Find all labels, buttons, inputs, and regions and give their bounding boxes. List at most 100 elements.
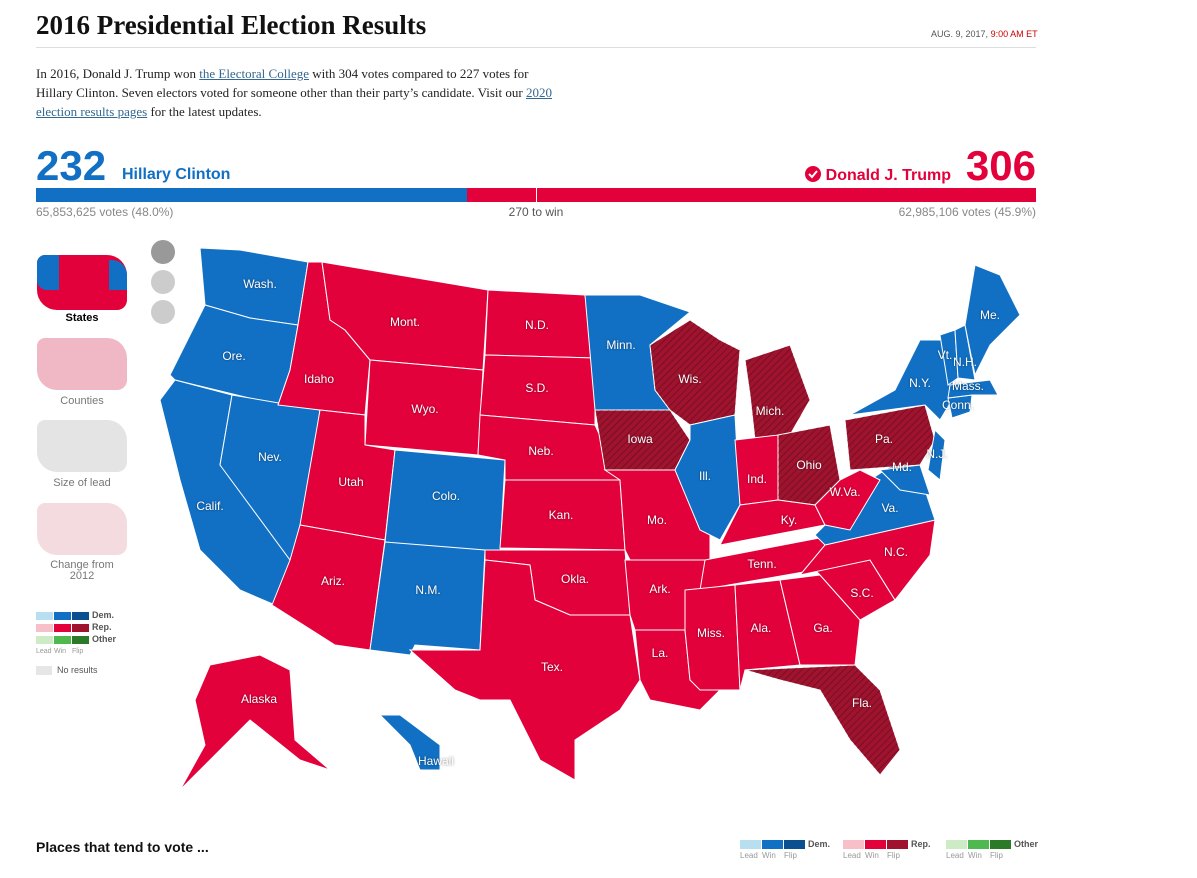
state xyxy=(674,414,741,541)
state-label: N.M. xyxy=(415,583,440,597)
rep-votes: 62,985,106 votes (45.9%) xyxy=(898,205,1036,219)
state-label: Mass. xyxy=(952,379,984,393)
swatch xyxy=(54,624,71,632)
state xyxy=(814,469,881,531)
legend-level: Lead xyxy=(740,851,758,860)
legend-level: Flip xyxy=(784,851,797,860)
dem-votes: 65,853,625 votes (48.0%) xyxy=(36,205,174,219)
legend-level: Win xyxy=(968,851,982,860)
flip-hatch xyxy=(745,665,900,775)
swatch xyxy=(990,840,1011,849)
state-label: Hawaii xyxy=(418,754,454,768)
state-label: Pa. xyxy=(875,432,893,446)
state-label: Tex. xyxy=(541,660,563,674)
state-label: Iowa xyxy=(627,432,653,446)
state xyxy=(954,324,976,381)
swatch xyxy=(36,624,53,632)
state-label: Ky. xyxy=(781,513,797,527)
state-label: Wash. xyxy=(243,277,277,291)
zoom-out[interactable] xyxy=(151,270,175,294)
state xyxy=(369,541,486,656)
state-label: Nev. xyxy=(258,450,282,464)
legend-label: Dem. xyxy=(92,610,115,620)
legend-level: Win xyxy=(54,648,67,655)
state xyxy=(734,579,801,691)
footer-heading: Places that tend to vote ... xyxy=(36,839,209,855)
legend-label: Dem. xyxy=(808,839,831,849)
flip-hatch xyxy=(745,345,810,440)
state-label: Ore. xyxy=(222,349,245,363)
state-label: Colo. xyxy=(432,489,460,503)
state-label: Minn. xyxy=(606,338,635,352)
zoom-in[interactable] xyxy=(151,240,175,264)
state xyxy=(927,428,946,481)
state xyxy=(947,379,999,399)
legend-level: Flip xyxy=(887,851,900,860)
electoral-bar xyxy=(36,188,1036,202)
dem-bar xyxy=(36,188,468,202)
threshold: 270 to win xyxy=(508,205,564,219)
view-label[interactable]: Counties xyxy=(60,395,104,407)
swatch xyxy=(887,840,908,849)
swatch xyxy=(740,840,761,849)
state-label: N.H. xyxy=(953,355,977,369)
intro-text: In 2016, Donald J. Trump won xyxy=(36,66,200,81)
legend-level: Win xyxy=(762,851,776,860)
state-label: Kan. xyxy=(549,508,574,522)
view-label[interactable]: States xyxy=(65,312,99,324)
legend-level: Lead xyxy=(843,851,861,860)
state-label: Mich. xyxy=(756,404,785,418)
state-label: Neb. xyxy=(528,444,553,458)
swatch xyxy=(72,636,89,644)
state-label: Okla. xyxy=(561,572,589,586)
thumb-lead[interactable] xyxy=(37,420,127,472)
state-label: Idaho xyxy=(304,372,334,386)
intro-text: with 304 votes compared to 227 votes for… xyxy=(36,66,529,100)
thumb-states[interactable] xyxy=(37,255,127,310)
swatch xyxy=(54,612,71,620)
state-label: N.Y. xyxy=(909,376,931,390)
view-label[interactable]: Size of lead xyxy=(53,477,111,489)
swatch xyxy=(946,840,967,849)
state-label: Tenn. xyxy=(747,557,776,571)
state-label: N.J. xyxy=(926,447,947,461)
legend-level: Lead xyxy=(36,648,52,655)
legend-label: Other xyxy=(92,634,117,644)
link[interactable]: the Electoral College xyxy=(199,66,309,81)
state-label: N.D. xyxy=(525,318,549,332)
swatch xyxy=(762,840,783,849)
state-label: La. xyxy=(652,646,669,660)
time: 9:00 AM ET xyxy=(990,29,1038,39)
state xyxy=(964,264,1021,377)
date: AUG. 9, 2017, xyxy=(931,29,989,39)
dem-name: Hillary Clinton xyxy=(122,166,231,183)
swatch xyxy=(72,612,89,620)
state-label: Ohio xyxy=(796,458,822,472)
thumb-change[interactable] xyxy=(37,503,127,555)
legend-level: Lead xyxy=(946,851,964,860)
state-label: Md. xyxy=(892,460,912,474)
view-label[interactable]: Change from 2012 xyxy=(50,559,114,582)
reset[interactable] xyxy=(151,300,175,324)
swatch xyxy=(72,624,89,632)
flip-hatch xyxy=(778,425,840,505)
legend-label: Rep. xyxy=(92,622,112,632)
state-label: N.C. xyxy=(884,545,908,559)
state-label: Mont. xyxy=(390,315,420,329)
state xyxy=(378,714,441,771)
state-label: Ark. xyxy=(649,582,670,596)
state-label: Fla. xyxy=(852,696,872,710)
state-label: Me. xyxy=(980,308,1000,322)
threshold-tick xyxy=(536,188,537,202)
link[interactable]: 2020 election results pages xyxy=(36,85,552,119)
swatch xyxy=(968,840,989,849)
thumb-counties[interactable] xyxy=(37,338,127,390)
flip-hatch xyxy=(595,410,690,470)
rep-name-text: Donald J. Trump xyxy=(825,167,951,184)
timestamp: AUG. 9, 2017, 9:00 AM ET xyxy=(931,29,1038,39)
state-label: Wis. xyxy=(678,372,701,386)
swatch xyxy=(36,636,53,644)
state-label: Ariz. xyxy=(321,574,345,588)
